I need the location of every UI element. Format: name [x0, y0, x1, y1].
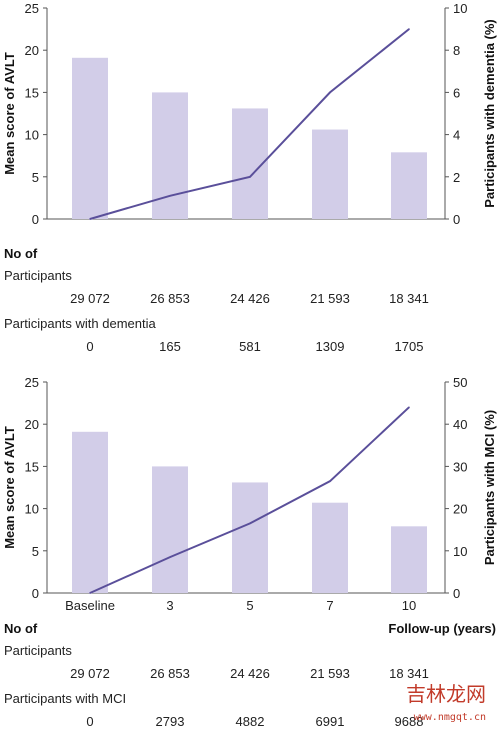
chart1-left-tick-label: 25 [25, 1, 39, 16]
chart1-table-header: No of [4, 246, 38, 261]
chart1-bar [391, 152, 427, 219]
chart2-table-row-label: Participants [4, 643, 72, 658]
chart1-right-tick-label: 8 [453, 43, 460, 58]
chart2-table-cell: 2793 [156, 714, 185, 729]
chart1-left-tick-label: 20 [25, 43, 39, 58]
chart2-category-label: 7 [326, 598, 333, 613]
chart2-table-cell: 6991 [316, 714, 345, 729]
chart2-category-label: 5 [246, 598, 253, 613]
chart2-line-point [169, 556, 171, 558]
chart2-category-label: 3 [166, 598, 173, 613]
chart1-left-axis-title: Mean score of AVLT [2, 52, 17, 175]
chart2-category-label: Baseline [65, 598, 115, 613]
chart2-table-cell: 29 072 [70, 666, 110, 681]
chart2-right-tick-label: 0 [453, 586, 460, 601]
chart2-line-point [408, 407, 410, 409]
chart2-x-axis-title: Follow-up (years) [388, 621, 496, 636]
chart2-category-label: 10 [402, 598, 416, 613]
chart2-left-axis-title: Mean score of AVLT [2, 426, 17, 549]
chart2-right-axis-title: Participants with MCI (%) [482, 410, 497, 565]
chart2-table-cell: 21 593 [310, 666, 350, 681]
watermark-logo: 吉林龙网 [402, 678, 490, 707]
chart2-table-row-label: Participants with MCI [4, 691, 126, 706]
chart1-bar [72, 58, 108, 219]
chart2-bar [391, 526, 427, 593]
chart2-bar [312, 503, 348, 593]
chart1-line-point [169, 195, 171, 197]
chart2-bar [152, 466, 188, 593]
chart1-line-point [408, 28, 410, 30]
chart2-table-cell: 26 853 [150, 666, 190, 681]
chart2-left-tick-label: 25 [25, 375, 39, 390]
chart2-table-cell: 4882 [236, 714, 265, 729]
chart2-table-header: No of [4, 621, 38, 636]
watermark-url: www.nmgqt.cn [414, 712, 486, 723]
chart1-table-cell: 0 [86, 339, 93, 354]
chart2-table-cell: 0 [86, 714, 93, 729]
chart1-table-cell: 581 [239, 339, 261, 354]
chart2-left-tick-label: 0 [32, 586, 39, 601]
chart2-table-cell: 24 426 [230, 666, 270, 681]
chart1-table-cell: 26 853 [150, 291, 190, 306]
chart1-table-row-label: Participants with dementia [4, 316, 157, 331]
chart1-left-tick-label: 10 [25, 128, 39, 143]
chart2-right-tick-label: 10 [453, 544, 467, 559]
chart2-left-tick-label: 20 [25, 417, 39, 432]
chart2-line-point [89, 592, 91, 594]
chart1-line-point [89, 218, 91, 220]
chart1-table-cell: 18 341 [389, 291, 429, 306]
chart1-right-tick-label: 0 [453, 212, 460, 227]
chart1-table-row-label: Participants [4, 268, 72, 283]
chart2-bar [232, 482, 268, 593]
chart2-left-tick-label: 15 [25, 459, 39, 474]
chart1-right-tick-label: 10 [453, 1, 467, 16]
chart1-line-point [329, 92, 331, 94]
chart1-table-cell: 21 593 [310, 291, 350, 306]
chart1-table-cell: 1705 [395, 339, 424, 354]
chart1-bar [312, 130, 348, 219]
chart1-left-tick-label: 15 [25, 85, 39, 100]
chart2-right-tick-label: 20 [453, 502, 467, 517]
chart2-right-tick-label: 40 [453, 417, 467, 432]
chart1-line-point [249, 176, 251, 178]
chart2-bar [72, 432, 108, 593]
chart2-right-tick-label: 50 [453, 375, 467, 390]
chart2-left-tick-label: 5 [32, 544, 39, 559]
chart1-table-cell: 24 426 [230, 291, 270, 306]
chart1-left-tick-label: 0 [32, 212, 39, 227]
chart1-right-tick-label: 6 [453, 85, 460, 100]
chart1-right-tick-label: 2 [453, 170, 460, 185]
chart1-table-cell: 29 072 [70, 291, 110, 306]
chart2-right-tick-label: 30 [453, 459, 467, 474]
chart1-left-tick-label: 5 [32, 170, 39, 185]
chart1-table-cell: 1309 [316, 339, 345, 354]
chart1-table-cell: 165 [159, 339, 181, 354]
chart2-line-point [249, 523, 251, 525]
chart2-line-point [329, 480, 331, 482]
chart1-right-axis-title: Participants with dementia (%) [482, 19, 497, 208]
chart1-right-tick-label: 4 [453, 128, 460, 143]
chart2-left-tick-label: 10 [25, 502, 39, 517]
